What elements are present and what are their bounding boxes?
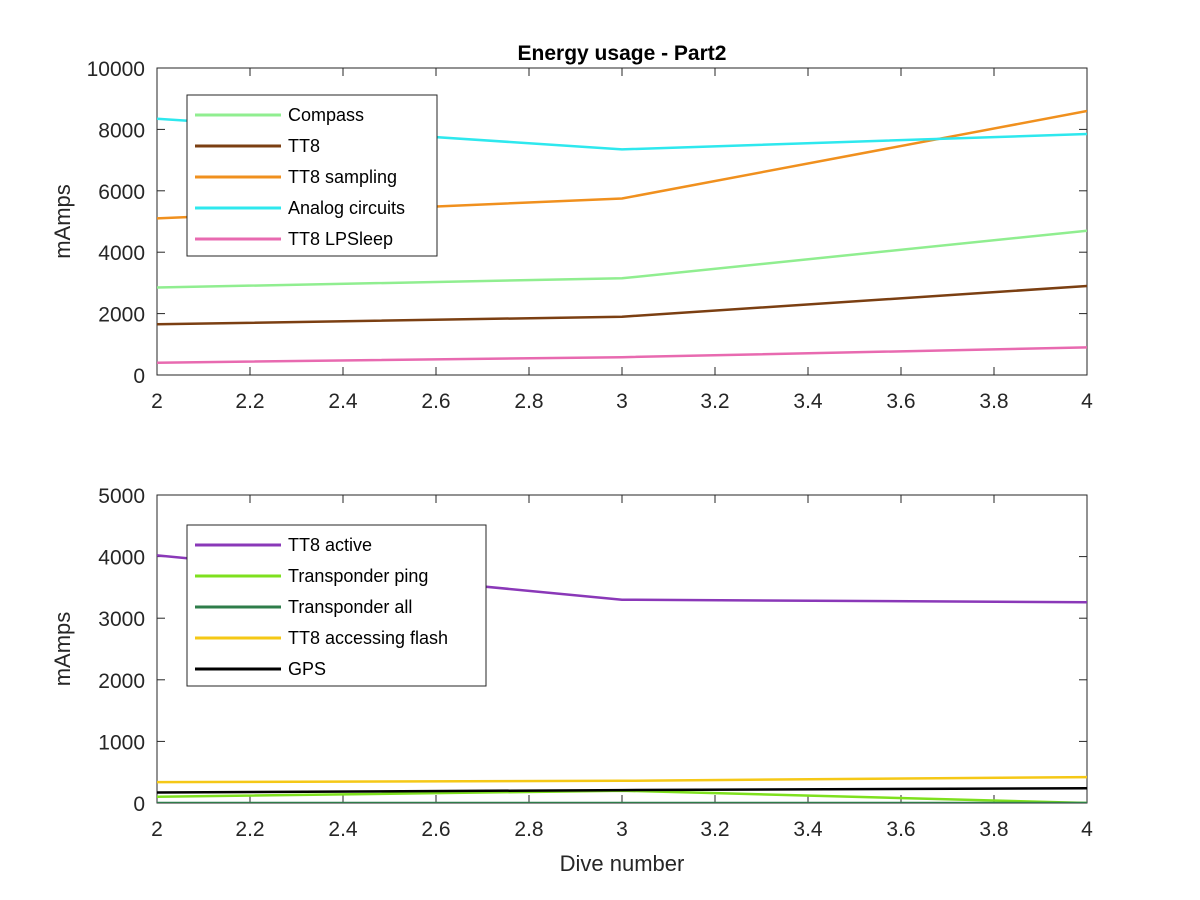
legend-label: TT8 sampling	[288, 167, 397, 187]
x-tick-label: 3	[616, 390, 628, 413]
y-tick-label: 6000	[98, 181, 145, 204]
x-tick-label: 3.4	[793, 390, 823, 413]
series-line-4	[157, 775, 1087, 784]
legend-label: TT8 LPSleep	[288, 229, 393, 249]
legend-label: GPS	[288, 659, 326, 679]
legend-label: Compass	[288, 105, 364, 125]
legend-label: TT8	[288, 136, 320, 156]
series-line-2	[157, 284, 1087, 326]
x-tick-label: 3	[616, 818, 628, 841]
legend-label: Analog circuits	[288, 198, 405, 218]
x-tick-label: 3.2	[700, 818, 729, 841]
x-tick-label: 2.2	[235, 818, 264, 841]
y-axis-label: mAmps	[50, 612, 75, 687]
y-tick-label: 0	[133, 365, 145, 388]
y-tick-label: 0	[133, 793, 145, 816]
legend-label: TT8 accessing flash	[288, 628, 448, 648]
legend-label: Transponder ping	[288, 566, 428, 586]
x-tick-label: 3.6	[886, 390, 915, 413]
y-tick-label: 3000	[98, 608, 145, 631]
series-line-1	[157, 229, 1087, 289]
x-tick-label: 2	[151, 390, 163, 413]
energy-plot-bottom: 2 2.2 2.4 2.6 2.8 3 3.2 3.4 3.6 3.8 4 0 1000 2000 3000…	[50, 485, 1093, 876]
y-tick-label: 2000	[98, 304, 145, 327]
energy-plot-top: 2 2.2 2.4 2.6 2.8 3 3.2 3.4 3.6 3.8 4 0 2000 4000 6000…	[50, 42, 1093, 413]
x-tick-label: 3.8	[979, 390, 1008, 413]
x-tick-label: 3.2	[700, 390, 729, 413]
series-line-5	[157, 346, 1087, 364]
x-tick-label: 2.8	[514, 390, 543, 413]
x-tick-label: 3.4	[793, 818, 823, 841]
x-tick-label: 2.2	[235, 390, 264, 413]
legend-label: Transponder all	[288, 597, 412, 617]
series-group	[157, 109, 1087, 364]
y-tick-label: 4000	[98, 547, 145, 570]
x-axis-label: Dive number	[560, 851, 685, 876]
x-tick-label: 2.4	[328, 818, 358, 841]
y-axis-label: mAmps	[50, 184, 75, 259]
series-line-5	[157, 786, 1087, 794]
y-tick-label: 1000	[98, 731, 145, 754]
y-tick-label: 4000	[98, 242, 145, 265]
x-tick-label: 2	[151, 818, 163, 841]
chart-title: Energy usage - Part2	[518, 42, 727, 65]
y-tick-label: 2000	[98, 670, 145, 693]
x-tick-label: 2.4	[328, 390, 358, 413]
x-tick-label: 2.8	[514, 818, 543, 841]
x-tick-label: 3.8	[979, 818, 1008, 841]
y-tick-label: 10000	[87, 58, 145, 81]
legend-label: TT8 active	[288, 535, 372, 555]
y-tick-label: 5000	[98, 485, 145, 508]
y-tick-label: 8000	[98, 119, 145, 142]
x-tick-label: 2.6	[421, 818, 450, 841]
x-tick-label: 3.6	[886, 818, 915, 841]
x-tick-label: 4	[1081, 390, 1093, 413]
x-tick-label: 2.6	[421, 390, 450, 413]
x-tick-label: 4	[1081, 818, 1093, 841]
